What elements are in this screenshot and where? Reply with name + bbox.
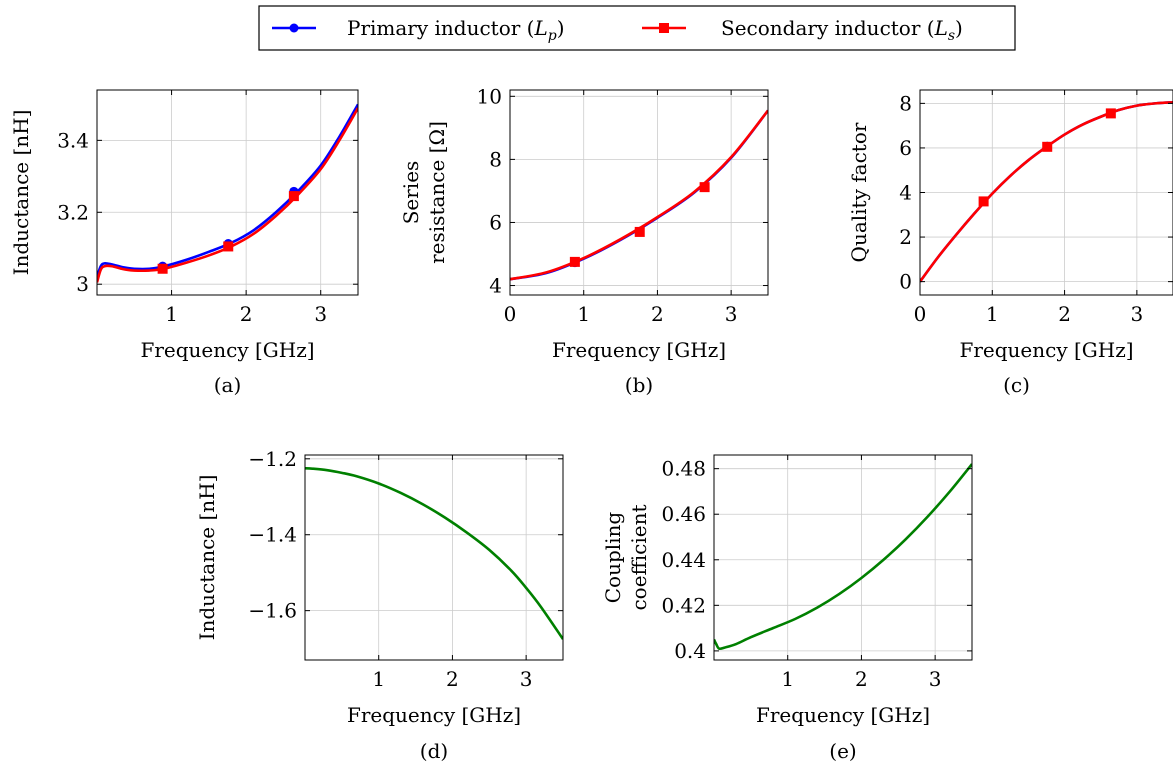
marker-square	[978, 196, 989, 207]
y-tick-label: 8	[899, 91, 912, 115]
x-tick-label: 1	[165, 302, 178, 326]
x-tick-label: 0	[914, 302, 927, 326]
series-line-b-1	[510, 109, 768, 281]
x-tick-label: 1	[986, 302, 999, 326]
marker-square	[223, 241, 234, 252]
panel-caption: (b)	[625, 373, 653, 397]
x-tick-label: 2	[446, 667, 459, 691]
series-line-c-1	[920, 100, 1173, 283]
y-axis-label: Series	[399, 161, 423, 225]
y-tick-label: 8	[489, 147, 502, 171]
y-tick-label: 6	[899, 136, 912, 160]
panel-b: 0 1 2 3 4 6 8 10 Frequency [GHz] Series resistance…	[399, 84, 769, 397]
x-tick-label: 0	[504, 302, 517, 326]
axes-frame	[304, 454, 564, 661]
x-axis-label: Frequency [GHz]	[756, 703, 930, 727]
panel-e: 1 2 3 0.4 0.42 0.44 0.46 0.48 Frequency [GHz] Cou…	[601, 454, 973, 763]
legend-secondary-label: Secondary inductor (Ls)	[721, 16, 963, 44]
panel-caption: (c)	[1003, 373, 1030, 397]
x-axis-label: Frequency [GHz]	[959, 338, 1133, 362]
x-tick-label: 1	[577, 302, 590, 326]
legend-primary-marker	[289, 23, 299, 33]
x-tick-label: 2	[651, 302, 664, 326]
series-line-a-1	[97, 107, 358, 283]
marker-square	[157, 263, 168, 274]
y-tick-label: 6	[489, 210, 502, 234]
y-tick-label: 2	[899, 225, 912, 249]
x-tick-label: 3	[1130, 302, 1143, 326]
marker-square	[569, 256, 580, 267]
x-tick-label: 3	[929, 667, 942, 691]
y-axis-label: Inductance [nH]	[195, 475, 219, 641]
y-tick-label: 0.42	[661, 593, 706, 617]
legend: Primary inductor (Lp) Secondary inductor…	[258, 5, 1016, 51]
x-tick-label: 3	[725, 302, 738, 326]
x-tick-label: 3	[520, 667, 533, 691]
panel-caption: (a)	[214, 373, 242, 397]
y-tick-label: 10	[477, 84, 502, 108]
series-line-b-0	[510, 109, 768, 281]
x-axis-label: Frequency [GHz]	[552, 338, 726, 362]
x-axis-label: Frequency [GHz]	[347, 703, 521, 727]
y-tick-label: 3.2	[57, 200, 89, 224]
y-tick-label: −1.6	[248, 599, 297, 623]
x-tick-label: 1	[781, 667, 794, 691]
series-line-a-0	[97, 103, 358, 278]
x-tick-label: 1	[372, 667, 385, 691]
y-tick-label: 4	[899, 181, 912, 205]
panels: 1 2 3 3 3.2 3.4 Frequency [GHz] Inductance [nH]…	[9, 84, 1173, 763]
marker-square	[634, 226, 645, 237]
legend-primary-label: Primary inductor (Lp)	[347, 16, 565, 44]
y-axis-label: Quality factor	[847, 122, 871, 262]
panel-caption: (e)	[829, 739, 856, 763]
y-tick-label: −1.4	[248, 523, 297, 547]
y-tick-label: 0.48	[661, 457, 706, 481]
y-tick-label: 0.4	[674, 639, 706, 663]
y-axis-label: coefficient	[627, 504, 651, 610]
series-line-e-0	[714, 463, 972, 651]
marker-square	[699, 182, 710, 193]
x-tick-label: 2	[855, 667, 868, 691]
y-tick-label: 3	[76, 272, 89, 296]
series-line-c-0	[920, 100, 1173, 283]
series-line-d-0	[305, 466, 563, 640]
x-tick-label: 2	[240, 302, 253, 326]
axes-frame	[713, 454, 973, 661]
panel-d: 1 2 3 −1.6 −1.4 −1.2 Frequency [GHz] Inductance…	[195, 447, 564, 763]
x-tick-label: 3	[314, 302, 327, 326]
legend-secondary-marker	[659, 23, 669, 33]
y-tick-label: −1.2	[248, 447, 297, 471]
marker-square	[288, 191, 299, 202]
y-tick-label: 3.4	[57, 128, 89, 152]
marker-square	[1105, 108, 1116, 119]
y-axis-label: Inductance [nH]	[9, 110, 33, 276]
x-axis-label: Frequency [GHz]	[140, 338, 314, 362]
y-tick-label: 0.44	[661, 548, 706, 572]
legend-box	[258, 5, 1016, 51]
y-axis-label: Coupling	[601, 512, 625, 604]
axes-frame	[509, 89, 769, 296]
y-tick-label: 4	[489, 274, 502, 298]
y-tick-label: 0.46	[661, 502, 706, 526]
y-axis-label: resistance [Ω]	[425, 121, 449, 264]
panel-c: 0 1 2 3 0 2 4 6 8 Frequency [GHz] Quality factor (c…	[847, 89, 1173, 397]
panel-caption: (d)	[420, 739, 448, 763]
panel-a: 1 2 3 3 3.2 3.4 Frequency [GHz] Inductance [nH]…	[9, 89, 359, 397]
axes-frame	[96, 89, 359, 296]
y-tick-label: 0	[899, 270, 912, 294]
marker-square	[1042, 141, 1053, 152]
x-tick-label: 2	[1058, 302, 1071, 326]
